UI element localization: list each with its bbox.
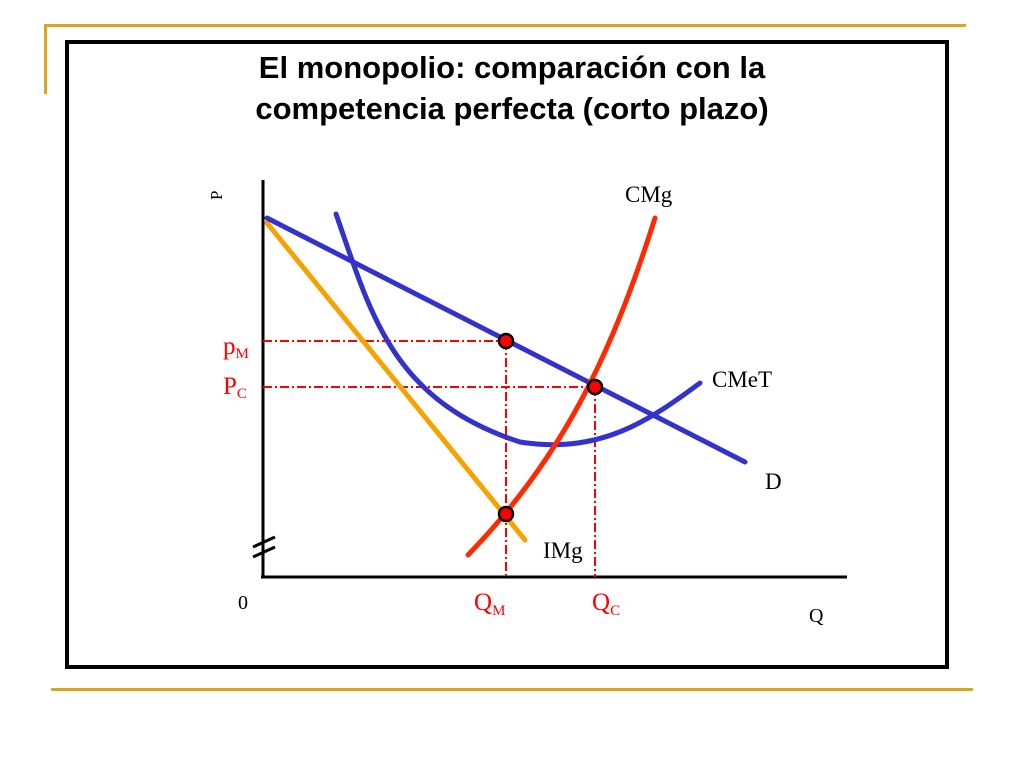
average-total-cost-label: CMeT <box>712 367 772 392</box>
y-axis-label: P <box>207 191 226 200</box>
slide-title: El monopolio: comparación con la compete… <box>0 47 1024 129</box>
decor-line-bottom <box>51 688 973 691</box>
monopoly-price-point <box>497 332 515 350</box>
marginal-revenue-label: IMg <box>543 538 583 563</box>
decor-line-left <box>44 24 47 94</box>
origin-label: 0 <box>238 592 248 614</box>
marginal-revenue-curve <box>264 220 528 543</box>
x-axis-label: Q <box>809 605 824 627</box>
decor-line-top <box>44 24 966 27</box>
axis-break-mark <box>252 535 276 559</box>
marginal-cost-label: CMg <box>625 182 673 207</box>
guide-lines <box>263 340 596 577</box>
competitive-quantity-label: QC <box>592 589 620 619</box>
competitive-equilibrium-point <box>586 378 604 396</box>
demand-label: D <box>765 469 782 494</box>
monopoly-price-label: pM <box>223 333 249 362</box>
title-line-1: El monopolio: comparación con la <box>258 50 766 85</box>
monopoly-quantity-label: QM <box>474 589 505 619</box>
competitive-price-label: PC <box>223 373 247 402</box>
mr-mc-intersection-point <box>497 505 515 523</box>
average-total-cost-curve <box>333 211 703 448</box>
title-line-2: competencia perfecta (corto plazo) <box>255 91 769 126</box>
